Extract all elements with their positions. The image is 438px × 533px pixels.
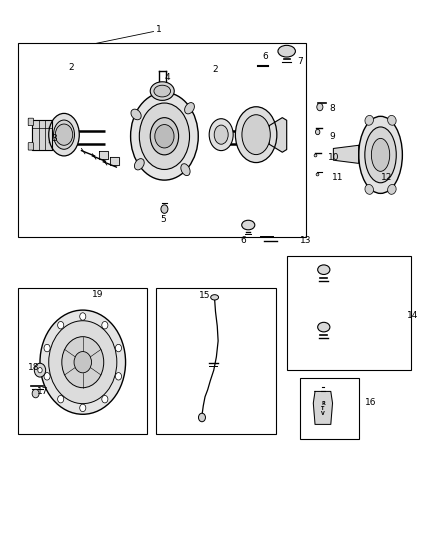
Circle shape [44,344,50,352]
Text: 9: 9 [329,132,335,141]
Ellipse shape [131,92,198,180]
Text: 18: 18 [28,363,39,372]
Polygon shape [269,118,287,152]
Circle shape [161,205,168,213]
Circle shape [49,321,117,403]
Circle shape [58,321,64,329]
Polygon shape [32,120,52,150]
Ellipse shape [53,120,74,149]
Circle shape [155,125,174,148]
Text: 6: 6 [263,52,268,61]
Text: 3: 3 [51,134,57,143]
Ellipse shape [318,265,330,274]
Polygon shape [99,151,108,159]
Circle shape [34,364,46,377]
Circle shape [32,389,39,398]
Circle shape [55,124,73,146]
Text: 6: 6 [240,237,246,246]
Bar [300,378,359,439]
Bar [155,288,276,434]
Ellipse shape [278,45,295,57]
Circle shape [315,130,320,135]
Ellipse shape [242,220,255,230]
Ellipse shape [181,164,190,175]
Text: 11: 11 [332,173,343,182]
Ellipse shape [388,184,396,195]
Bar [287,256,411,370]
Ellipse shape [49,114,79,156]
Circle shape [44,373,50,380]
Ellipse shape [185,103,194,114]
Polygon shape [313,391,332,424]
Ellipse shape [365,184,374,195]
Bar [18,288,147,434]
Circle shape [102,395,108,403]
Ellipse shape [318,322,330,332]
Circle shape [80,404,86,411]
Text: 7: 7 [297,58,304,66]
Ellipse shape [150,82,174,100]
Bar [18,43,306,237]
Text: 13: 13 [300,237,311,246]
Text: 1: 1 [155,26,162,35]
Ellipse shape [211,295,219,300]
Text: R
T
V: R T V [321,400,325,416]
Text: 15: 15 [199,291,211,300]
Text: 14: 14 [407,311,418,320]
Text: 2: 2 [68,63,74,71]
Ellipse shape [134,159,144,170]
FancyBboxPatch shape [28,118,33,126]
Text: 12: 12 [381,173,392,182]
Circle shape [80,313,86,320]
Ellipse shape [131,109,141,120]
Circle shape [58,395,64,403]
Text: 2: 2 [212,66,218,74]
Polygon shape [333,146,359,164]
Circle shape [102,321,108,329]
Circle shape [116,344,121,352]
Text: 5: 5 [160,215,166,224]
Ellipse shape [154,85,170,97]
Ellipse shape [214,125,228,144]
Circle shape [74,352,92,373]
Circle shape [116,373,121,380]
Ellipse shape [235,107,277,163]
Circle shape [62,337,104,387]
Polygon shape [110,157,119,165]
FancyBboxPatch shape [28,143,33,150]
Ellipse shape [359,116,403,193]
Ellipse shape [365,127,396,183]
Ellipse shape [365,116,374,125]
Ellipse shape [139,103,190,169]
Ellipse shape [242,115,270,155]
Circle shape [40,310,126,414]
Text: 10: 10 [328,153,339,162]
Text: 17: 17 [36,387,48,396]
Ellipse shape [150,118,179,155]
Ellipse shape [371,139,390,171]
Circle shape [317,103,323,111]
Circle shape [198,413,205,422]
Circle shape [38,368,42,373]
Text: 4: 4 [164,73,170,82]
Text: 8: 8 [329,103,335,112]
Text: 16: 16 [365,398,377,407]
Ellipse shape [209,119,233,151]
Ellipse shape [388,116,396,125]
Text: 19: 19 [92,289,104,298]
